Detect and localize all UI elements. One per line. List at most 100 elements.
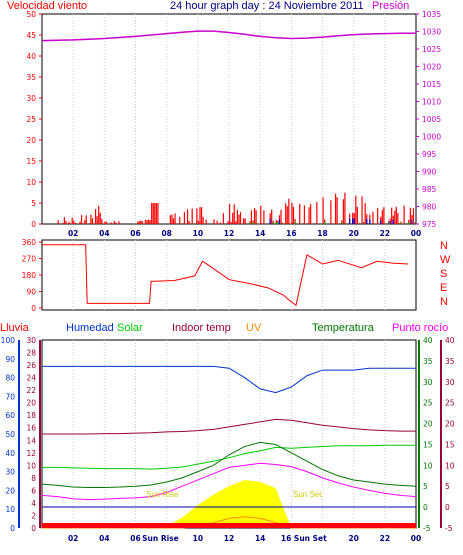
tick-label: 0 [31, 524, 36, 533]
gust-bar [358, 223, 360, 224]
tick-label: 15 [445, 440, 455, 449]
tick-label: 20 [348, 534, 358, 543]
wind-bar [57, 220, 59, 224]
wind-bar [232, 212, 234, 224]
wind-bar [308, 207, 310, 224]
tick-label: 70 [5, 392, 15, 401]
wind-bar [171, 214, 173, 224]
pressure-axis: 975 980 985 990 995 1000 1005 1010 1015 1020 1025 1… [416, 10, 441, 229]
tick-label: 14 [26, 436, 36, 445]
tick-label: 18 [317, 229, 327, 238]
wind-bar [394, 210, 396, 224]
tick-label: 24 [26, 374, 36, 383]
wind-bar [310, 203, 312, 224]
tick-label: 15 [423, 440, 433, 449]
tick-label: 06 [130, 534, 140, 543]
legend-item: Indoor temp [172, 322, 231, 334]
wind-bar [68, 221, 70, 224]
wind-direction-line [42, 244, 409, 307]
tick-label: 35 [26, 73, 36, 82]
wind-bar [280, 209, 282, 224]
wind-bar [105, 221, 108, 224]
wind-bars [57, 192, 416, 224]
wind-bar [179, 216, 181, 224]
wind-bar [216, 220, 218, 224]
tick-label: 20 [423, 420, 433, 429]
wind-bar [381, 210, 383, 224]
wind-bar [377, 208, 379, 224]
tick-label: 20 [348, 229, 358, 238]
wind-bar [271, 209, 273, 224]
wind-bar [363, 222, 365, 224]
tick-label: 22 [380, 534, 390, 543]
wind-bar [397, 212, 399, 224]
wind-bar [233, 204, 235, 224]
tick-label: 25 [445, 399, 455, 408]
tick-label: 5 [31, 199, 36, 208]
wind-bar [188, 220, 190, 224]
gust-bar [278, 219, 281, 224]
wind-bar [294, 219, 296, 224]
tick-label: 1025 [422, 45, 441, 54]
wind-bar [361, 196, 363, 224]
compass-label: W [440, 254, 451, 266]
tick-label: 0 [423, 503, 428, 512]
tick-label: 1010 [422, 98, 441, 107]
tick-label: 26 [26, 361, 36, 370]
tick-label: 04 [99, 229, 109, 238]
wind-bar [141, 221, 143, 224]
gust-bar [352, 218, 354, 224]
compass-label: S [440, 268, 447, 280]
gust-bar [366, 219, 368, 224]
wind-bar [157, 203, 159, 224]
wind-bar [303, 205, 305, 224]
tick-label: 16 Sun Set [281, 534, 327, 543]
gust-bar [353, 218, 355, 224]
wind-bar [291, 202, 293, 224]
tick-label: 35 [423, 357, 433, 366]
tick-label: 1035 [422, 10, 441, 19]
wind-bar [409, 207, 411, 224]
tick-label: 28 [26, 349, 36, 358]
tick-label: 02 [68, 229, 78, 238]
wind-bar [79, 221, 81, 224]
tick-label: 80 [5, 374, 15, 383]
wind-bar [227, 221, 229, 224]
wind-bar [191, 208, 193, 224]
wind-bar [154, 203, 156, 224]
gust-bar [414, 223, 416, 224]
wind-bar [101, 218, 103, 224]
tick-label: 4 [31, 499, 36, 508]
tick-label: 1000 [422, 133, 441, 142]
wind-bar [213, 219, 215, 224]
wind-pressure-grid [72, 14, 386, 224]
tick-label: 16 [286, 229, 296, 238]
wind-bar [118, 221, 120, 224]
tick-label: 18 [26, 411, 36, 420]
compass-label: E [440, 282, 447, 294]
tick-label: 08 [161, 229, 171, 238]
temperature-line [41, 441, 417, 488]
dew-point-line [41, 462, 417, 501]
gust-bar [249, 222, 251, 224]
wind-bar [71, 217, 73, 224]
wind-bar [344, 192, 346, 224]
wind-bar [200, 207, 203, 224]
tick-label: 0 [31, 304, 36, 313]
tick-label: 35 [445, 357, 455, 366]
wind-bar [115, 222, 117, 224]
wind-bar [403, 205, 405, 224]
gust-bar [294, 221, 296, 224]
indoor-temp-line [42, 418, 416, 435]
tick-label: 40 [26, 52, 36, 61]
tick-label: 20 [5, 486, 15, 495]
tick-label: 90 [5, 355, 15, 364]
gust-bar [363, 223, 365, 224]
gust-bar [380, 220, 382, 224]
wind-bar [239, 212, 242, 224]
wind-bar [169, 215, 171, 224]
wind-title: Velocidad viento [7, 0, 87, 12]
legend-item: Punto rocío [392, 322, 448, 334]
